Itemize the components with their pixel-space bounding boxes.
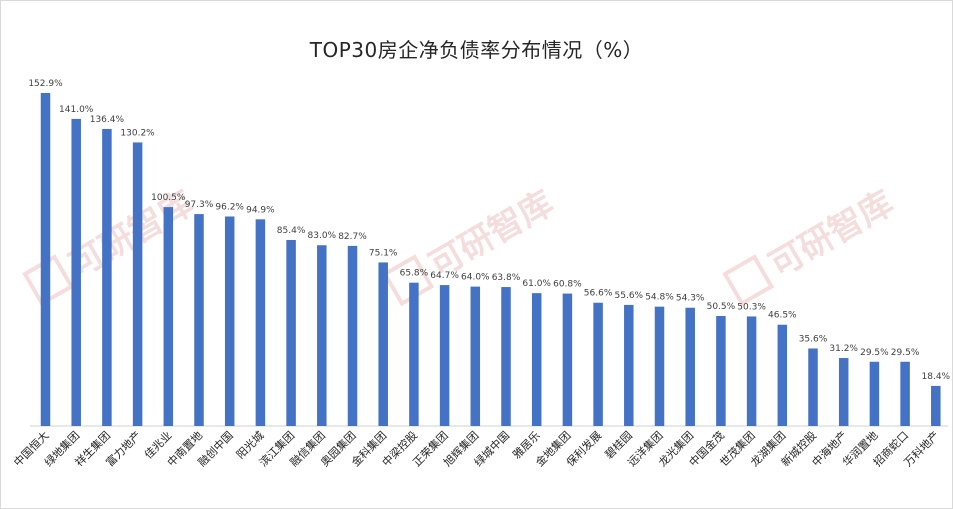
bar-28 (900, 361, 910, 426)
bar-3 (132, 142, 143, 426)
bar-10 (347, 245, 358, 426)
bar-17 (562, 293, 573, 426)
value-label-16: 61.0% (522, 279, 551, 289)
bar-22 (716, 316, 726, 426)
bar-24 (777, 324, 788, 426)
bar-13 (439, 285, 450, 426)
bar-8 (286, 240, 296, 426)
value-label-20: 54.8% (645, 293, 674, 303)
bar-20 (654, 306, 665, 426)
bar-11 (378, 262, 388, 426)
bar-16 (531, 293, 542, 426)
value-label-14: 64.0% (461, 273, 490, 283)
bar-6 (224, 216, 235, 426)
value-label-9: 83.0% (308, 231, 337, 241)
value-label-5: 97.3% (185, 200, 214, 210)
bar-18 (593, 302, 603, 426)
value-label-10: 82.7% (338, 232, 367, 242)
value-label-15: 63.8% (492, 273, 521, 283)
value-label-12: 65.8% (400, 269, 429, 279)
bar-4 (163, 207, 174, 426)
value-label-7: 94.9% (246, 205, 275, 215)
bar-27 (869, 361, 880, 426)
watermark-text: 可研智库 (763, 183, 901, 286)
value-label-27: 29.5% (860, 348, 889, 358)
value-label-4: 100.5% (151, 193, 186, 203)
bar-26 (838, 358, 849, 426)
value-label-2: 136.4% (90, 115, 125, 125)
value-label-8: 85.4% (277, 226, 306, 236)
category-labels: 中国恒大绿地集团祥生集团富力地产佳兆业中南置地融创中国阳光城滨江集团融信集团奥园… (11, 428, 942, 469)
value-label-13: 64.7% (430, 271, 459, 281)
bar-15 (501, 287, 511, 426)
value-label-29: 18.4% (922, 372, 951, 382)
bar-25 (808, 348, 818, 426)
bar-0 (40, 93, 51, 426)
watermark-logo-3: 可研智库 (722, 183, 901, 307)
value-labels: 152.9% 141.0%136.4% 130.2% 100.5%97.3% 96.2%… (28, 79, 950, 382)
value-label-26: 31.2% (829, 344, 858, 354)
bar-5 (194, 214, 204, 426)
bar-14 (470, 286, 481, 426)
value-label-17: 60.8% (553, 280, 582, 290)
value-label-19: 55.6% (615, 291, 644, 301)
bar-23 (746, 316, 757, 426)
bar-series (40, 93, 941, 427)
bar-7 (255, 219, 266, 426)
value-label-11: 75.1% (369, 248, 398, 258)
value-label-3: 130.2% (120, 128, 155, 138)
value-label-28: 29.5% (891, 348, 920, 358)
chart-title: TOP30房企净负债率分布情况（%） (309, 38, 644, 62)
value-label-25: 35.6% (799, 334, 828, 344)
value-label-18: 56.6% (584, 289, 613, 299)
bar-29 (931, 385, 941, 426)
value-label-23: 50.3% (737, 302, 766, 312)
bar-9 (317, 245, 327, 426)
bar-1 (71, 118, 81, 427)
bar-19 (624, 304, 634, 426)
value-label-21: 54.3% (676, 294, 705, 304)
bar-12 (409, 282, 419, 426)
bar-2 (102, 128, 112, 426)
value-label-0: 152.9% (28, 79, 63, 89)
value-label-22: 50.5% (707, 302, 736, 312)
value-label-24: 46.5% (768, 311, 797, 321)
bar-21 (685, 307, 695, 426)
value-label-1: 141.0% (59, 105, 94, 115)
value-label-6: 96.2% (215, 202, 244, 212)
